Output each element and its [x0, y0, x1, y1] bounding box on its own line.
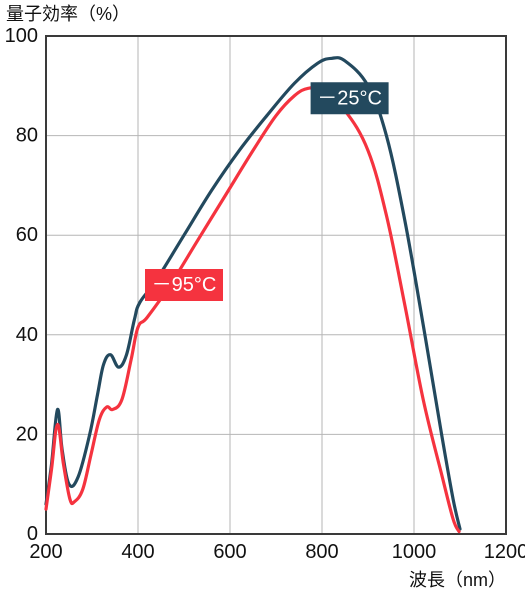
ytick-label: 80 — [16, 125, 38, 147]
xtick-label: 400 — [121, 541, 154, 563]
label-minus95: －95°C — [145, 269, 223, 301]
ytick-label: 0 — [27, 523, 38, 545]
chart-container: －25°C－95°C200400600800100012000204060801… — [0, 0, 525, 594]
ytick-label: 20 — [16, 423, 38, 445]
ytick-label: 60 — [16, 224, 38, 246]
ytick-label: 100 — [5, 25, 38, 47]
chart-bg — [0, 0, 525, 594]
x-axis-label: 波長（nm） — [409, 570, 506, 590]
xtick-label: 1000 — [392, 541, 437, 563]
xtick-label: 800 — [305, 541, 338, 563]
qe-chart: －25°C－95°C200400600800100012000204060801… — [0, 0, 525, 594]
svg-text:－25°C: －25°C — [317, 87, 382, 109]
xtick-label: 600 — [213, 541, 246, 563]
svg-text:－95°C: －95°C — [152, 274, 217, 296]
label-minus25: －25°C — [311, 82, 389, 114]
xtick-label: 1200 — [484, 541, 525, 563]
ytick-label: 40 — [16, 324, 38, 346]
y-axis-label: 量子効率（%） — [6, 4, 130, 24]
